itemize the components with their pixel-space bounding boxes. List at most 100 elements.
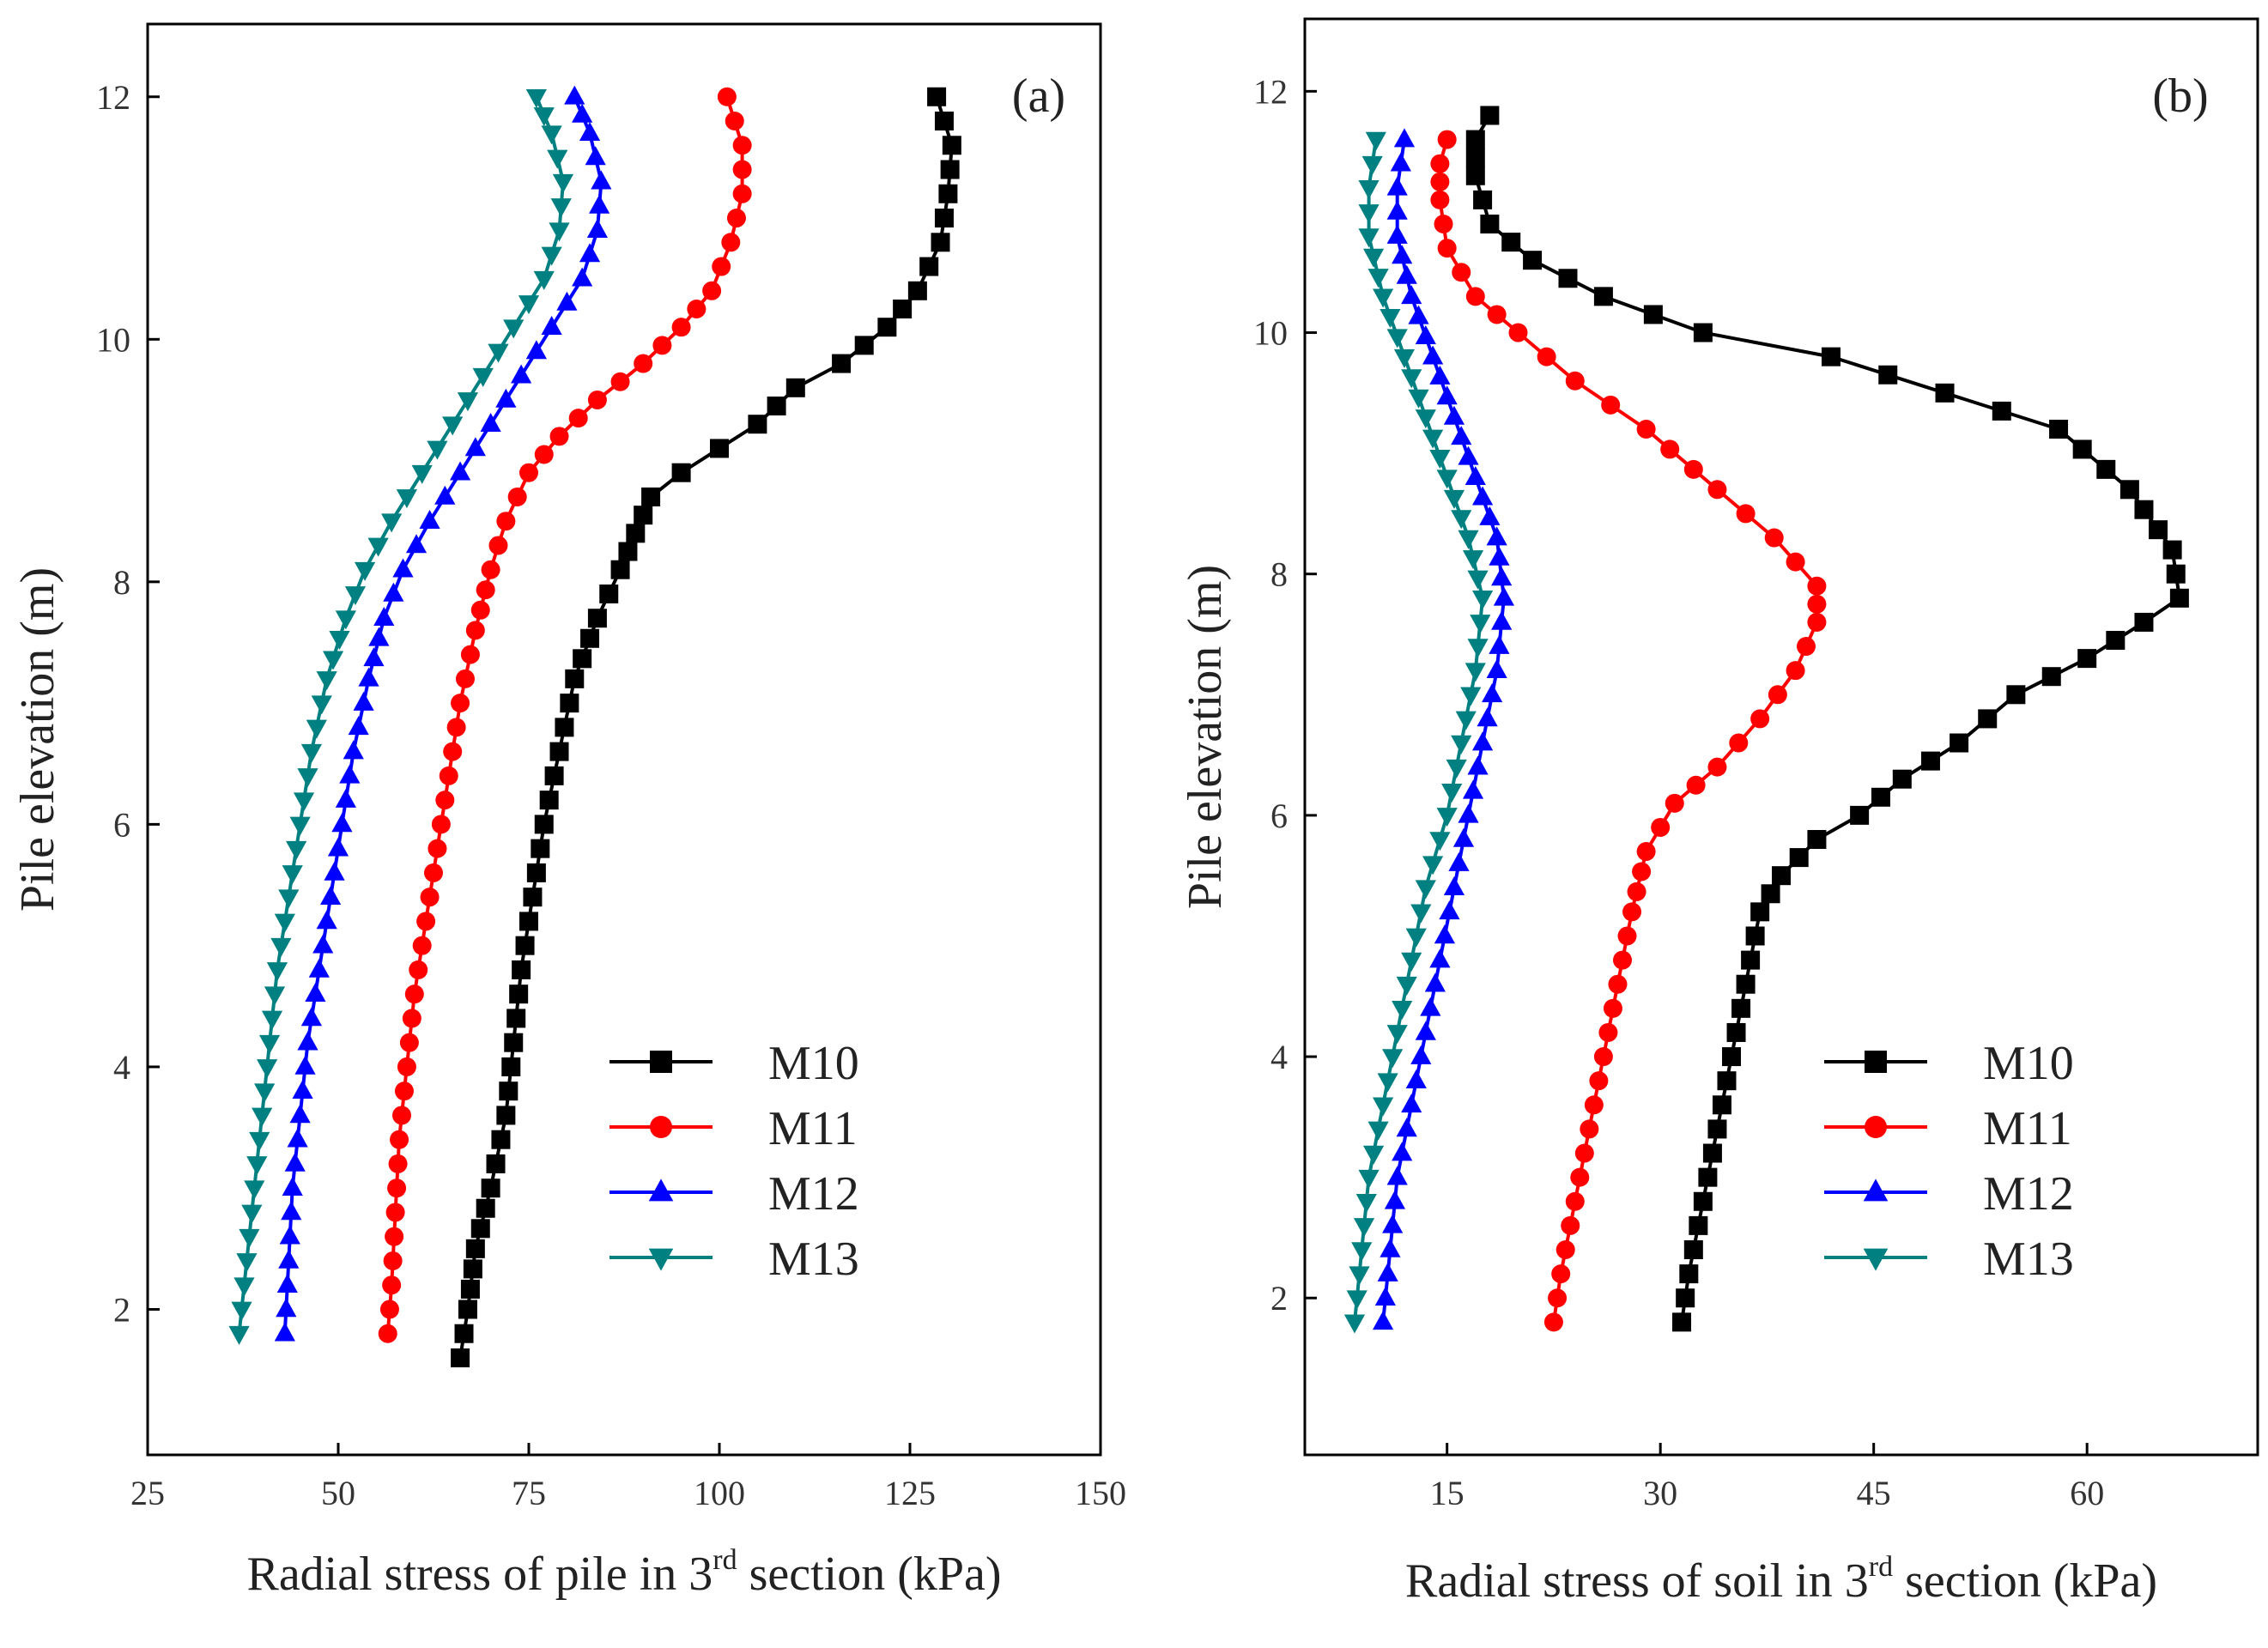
- data-point-M10: [519, 912, 538, 931]
- x-axis-title-main: Radial stress of soil in 3: [1405, 1554, 1869, 1608]
- data-point-M11: [1807, 612, 1827, 632]
- data-point-M12: [305, 982, 326, 1002]
- data-point-M11: [1707, 757, 1727, 777]
- data-point-M12: [1429, 365, 1451, 385]
- data-point-M13: [1446, 759, 1467, 779]
- data-point-M11: [717, 87, 737, 106]
- data-point-M10: [2049, 420, 2069, 439]
- data-point-M11: [634, 354, 653, 373]
- data-point-M11: [549, 427, 569, 446]
- x-tick-label: 15: [1430, 1474, 1464, 1512]
- legend-entry-M11: M11: [1824, 1102, 2072, 1155]
- data-point-M11: [420, 888, 440, 907]
- data-point-M12: [320, 885, 342, 905]
- x-axis-title: Radial stress of pile in 3rd section (kP…: [246, 1544, 1001, 1601]
- data-point-M10: [927, 87, 947, 106]
- data-point-M10: [1722, 1047, 1742, 1067]
- legend-label: M11: [1983, 1102, 2072, 1155]
- data-point-M10: [618, 542, 638, 561]
- data-point-M10: [1712, 1095, 1731, 1115]
- data-point-M13: [257, 1059, 278, 1079]
- legend-label: M12: [768, 1167, 859, 1221]
- data-point-M10: [1643, 305, 1663, 324]
- data-point-M12: [1392, 1142, 1413, 1161]
- x-tick-label: 125: [884, 1474, 936, 1512]
- data-point-M13: [1401, 369, 1422, 389]
- data-point-M10: [748, 415, 767, 434]
- data-point-M12: [579, 121, 601, 141]
- data-point-M11: [1786, 552, 1805, 572]
- data-point-M12: [572, 103, 593, 123]
- data-point-M11: [392, 1106, 411, 1125]
- data-point-M10: [854, 336, 874, 355]
- legend-marker: [650, 1051, 672, 1073]
- data-point-M11: [1764, 528, 1784, 548]
- series-M12: [274, 85, 612, 1342]
- data-point-M13: [1441, 783, 1463, 803]
- data-point-M12: [589, 194, 610, 214]
- data-point-M11: [1707, 480, 1727, 500]
- data-point-M12: [1424, 972, 1446, 992]
- data-point-M11: [610, 372, 630, 391]
- data-point-M13: [1349, 1266, 1370, 1286]
- data-point-M12: [1420, 997, 1441, 1016]
- y-tick-label: 12: [1253, 72, 1288, 111]
- data-point-M12: [1401, 1094, 1422, 1113]
- data-point-M10: [2072, 439, 2092, 459]
- data-point-M10: [587, 609, 607, 628]
- data-point-M12: [1405, 1069, 1427, 1088]
- data-point-M13: [252, 1107, 273, 1127]
- data-point-M11: [1750, 709, 1770, 729]
- data-point-M11: [1574, 1143, 1594, 1163]
- data-point-M13: [1355, 1193, 1377, 1213]
- data-point-M11: [402, 1009, 421, 1028]
- data-point-M12: [292, 1079, 313, 1099]
- data-point-M13: [1429, 450, 1451, 470]
- data-point-M13: [1458, 530, 1479, 549]
- data-point-M10: [1761, 884, 1780, 904]
- series-M11: [378, 87, 752, 1343]
- data-point-M12: [324, 861, 345, 881]
- data-point-M10: [1693, 1191, 1713, 1211]
- data-point-M10: [565, 669, 585, 688]
- data-point-M10: [463, 1259, 482, 1279]
- data-point-M10: [641, 487, 661, 506]
- data-point-M11: [416, 912, 436, 931]
- data-point-M13: [239, 1228, 260, 1248]
- data-point-M11: [1608, 974, 1628, 994]
- data-point-M11: [1636, 842, 1656, 862]
- data-point-M13: [427, 440, 448, 460]
- legend-entry-M13: M13: [1824, 1233, 2074, 1286]
- data-point-M12: [1434, 924, 1456, 944]
- data-point-M12: [572, 267, 593, 287]
- data-point-M11: [671, 318, 691, 337]
- data-point-M13: [1362, 248, 1385, 268]
- data-point-M12: [1415, 1021, 1436, 1040]
- data-point-M13: [344, 586, 367, 606]
- data-point-M12: [1386, 176, 1408, 196]
- data-point-M11: [1617, 926, 1637, 946]
- data-point-M13: [289, 816, 311, 836]
- data-point-M12: [327, 837, 349, 857]
- data-point-M10: [509, 985, 529, 1004]
- data-point-M11: [721, 233, 741, 252]
- data-point-M12: [276, 1274, 298, 1294]
- legend-marker: [650, 1116, 672, 1138]
- data-point-M13: [1367, 269, 1389, 288]
- data-point-M13: [306, 719, 327, 739]
- data-point-M10: [1772, 866, 1791, 886]
- data-point-M13: [1467, 639, 1489, 658]
- data-point-M10: [610, 560, 630, 579]
- data-point-M13: [1377, 1073, 1398, 1093]
- x-axis-title-sup: rd: [713, 1544, 737, 1576]
- data-point-M13: [316, 671, 337, 691]
- y-tick-label: 10: [1253, 314, 1288, 353]
- data-point-M11: [409, 960, 428, 979]
- data-point-M10: [2096, 459, 2116, 479]
- data-point-M13: [1373, 288, 1394, 308]
- legend-marker: [1863, 1178, 1889, 1202]
- data-point-M10: [1672, 1312, 1692, 1332]
- legend-entry-M13: M13: [609, 1233, 859, 1286]
- data-point-M11: [476, 580, 495, 600]
- data-point-M11: [1665, 793, 1684, 813]
